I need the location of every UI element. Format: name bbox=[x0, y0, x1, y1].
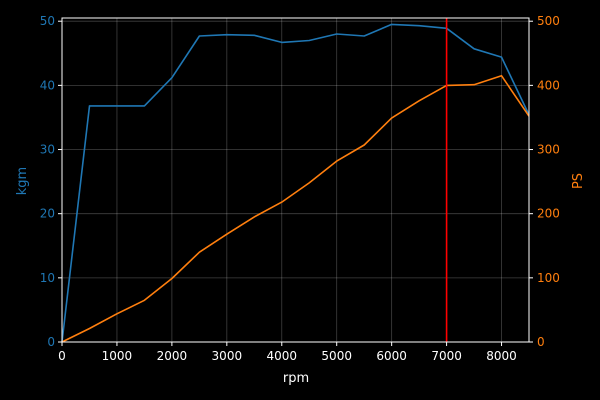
x-tick-label-0: 0 bbox=[58, 349, 66, 363]
y-right-tick-label-5: 500 bbox=[537, 14, 560, 28]
y-left-tick-label-5: 50 bbox=[40, 14, 55, 28]
x-tick-label-3: 3000 bbox=[212, 349, 243, 363]
y-axis-left-label: kgm bbox=[15, 167, 30, 195]
x-tick-label-2: 2000 bbox=[157, 349, 188, 363]
series-layer bbox=[61, 23, 530, 343]
x-axis-label: rpm bbox=[283, 371, 309, 386]
y-right-tick-label-0: 0 bbox=[537, 335, 545, 349]
y-right-tick-label-1: 100 bbox=[537, 271, 560, 285]
y-right-tick-label-2: 200 bbox=[537, 207, 560, 221]
y-right-tick-label-4: 400 bbox=[537, 78, 560, 92]
torque-line bbox=[61, 23, 530, 343]
y-left-tick-label-3: 30 bbox=[40, 143, 55, 157]
grid bbox=[61, 18, 529, 343]
y-left-tick-label-4: 40 bbox=[40, 78, 55, 92]
x-axis: 0 1000 2000 3000 4000 5000 6000 7000 8000 bbox=[58, 342, 517, 363]
y-left-tick-label-1: 10 bbox=[40, 271, 55, 285]
power-line bbox=[61, 74, 530, 343]
y-axis-left: 0 10 20 30 40 50 bbox=[40, 14, 62, 349]
x-tick-label-1: 1000 bbox=[102, 349, 133, 363]
y-left-tick-label-0: 0 bbox=[47, 335, 55, 349]
x-tick-label-7: 7000 bbox=[431, 349, 462, 363]
x-tick-label-5: 5000 bbox=[321, 349, 352, 363]
y-axis-right: 0 100 200 300 400 500 bbox=[529, 14, 560, 349]
x-tick-label-4: 4000 bbox=[266, 349, 297, 363]
y-right-tick-label-3: 300 bbox=[537, 143, 560, 157]
x-tick-label-8: 8000 bbox=[486, 349, 517, 363]
y-left-tick-label-2: 20 bbox=[40, 207, 55, 221]
plot-frame bbox=[61, 17, 530, 343]
y-axis-right-label: PS bbox=[571, 173, 586, 189]
x-tick-label-6: 6000 bbox=[376, 349, 407, 363]
